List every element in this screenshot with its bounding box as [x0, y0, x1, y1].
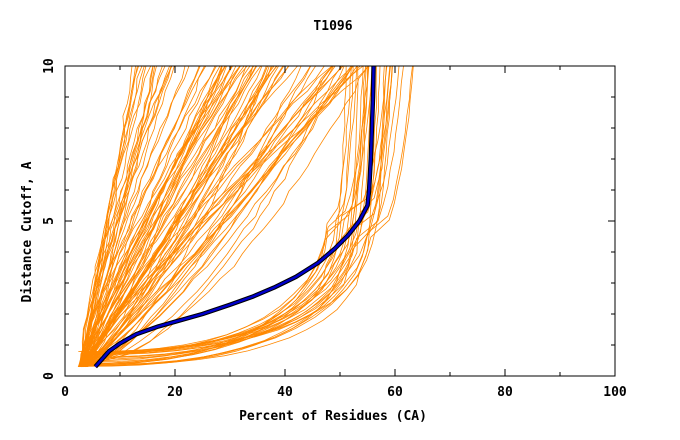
model-line	[80, 66, 342, 368]
model-line	[83, 66, 223, 367]
y-tick-label: 5	[42, 217, 57, 225]
model-line	[79, 66, 368, 352]
model-line	[82, 66, 377, 366]
model-line	[84, 66, 334, 368]
model-line	[85, 66, 273, 368]
x-tick-label: 100	[603, 385, 627, 400]
y-tick-labels: 0 5 10	[42, 58, 57, 380]
model-line	[81, 66, 345, 368]
model-line	[81, 66, 375, 364]
model-line	[85, 66, 361, 368]
model-line	[81, 66, 163, 367]
model-line	[83, 66, 334, 368]
model-line	[81, 66, 391, 367]
model-line	[83, 66, 154, 367]
model-line	[81, 66, 358, 353]
x-tick-label: 40	[277, 385, 293, 400]
model-line	[78, 66, 207, 367]
model-line	[84, 66, 284, 368]
model-line	[82, 66, 354, 368]
model-line	[84, 66, 275, 367]
model-line	[86, 66, 139, 367]
model-line	[79, 66, 232, 367]
x-tick-label: 0	[61, 385, 69, 400]
model-line	[80, 66, 170, 367]
model-line	[86, 66, 353, 368]
model-line	[85, 66, 347, 358]
model-line	[82, 66, 400, 353]
model-line	[82, 66, 200, 367]
model-line	[84, 66, 289, 367]
model-line	[86, 66, 268, 367]
x-tick-labels: 0 20 40 60 80 100	[61, 385, 627, 400]
model-line	[80, 66, 267, 368]
series-lines	[77, 66, 414, 369]
y-tick-label: 0	[42, 372, 57, 380]
highlight-line	[94, 66, 375, 368]
y-axis-label: Distance Cutoff, A	[20, 161, 35, 302]
model-line	[78, 66, 138, 367]
axis-ticks	[64, 65, 616, 377]
model-line	[77, 66, 254, 367]
model-line	[80, 66, 373, 359]
model-line	[82, 66, 221, 367]
model-line	[80, 66, 354, 367]
model-line	[80, 66, 216, 367]
chart-title: T1096	[313, 19, 352, 34]
x-tick-label: 80	[497, 385, 513, 400]
model-line	[83, 66, 175, 367]
model-line	[86, 66, 241, 367]
model-line	[81, 66, 359, 354]
model-line	[81, 66, 226, 367]
model-line	[80, 66, 254, 367]
model-line	[83, 66, 388, 365]
model-line	[83, 66, 133, 367]
x-tick-label: 60	[387, 385, 403, 400]
model-line	[80, 66, 186, 367]
model-line	[86, 66, 333, 368]
x-axis-label: Percent of Residues (CA)	[239, 409, 427, 424]
model-line	[81, 66, 152, 367]
model-line	[79, 66, 333, 368]
x-tick-label: 20	[167, 385, 183, 400]
model-line	[79, 66, 172, 367]
model-line	[81, 66, 370, 368]
y-tick-label: 10	[42, 58, 57, 74]
model-line	[87, 66, 333, 367]
model-line	[81, 66, 237, 367]
